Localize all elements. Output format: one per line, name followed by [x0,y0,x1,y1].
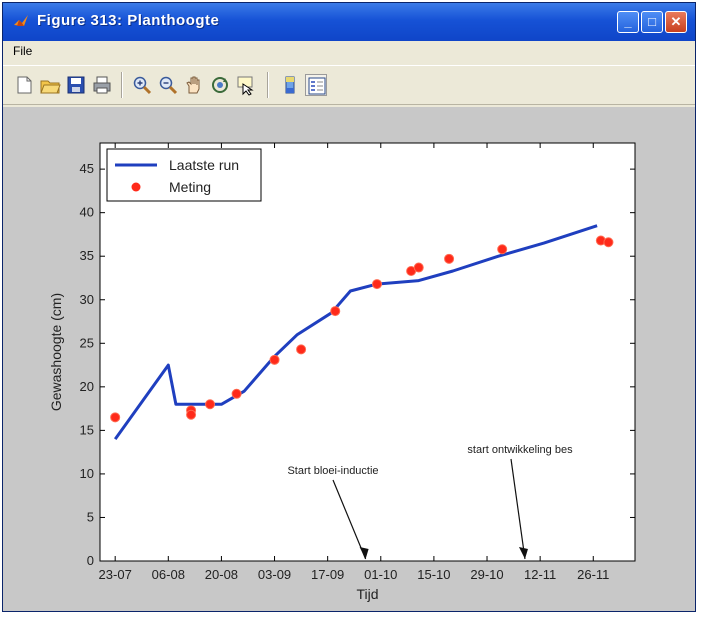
figure-window: Figure 313: Planthoogte _ □ ✕ File [2,2,696,612]
data-point-meting [371,279,382,290]
y-tick-label: 40 [80,205,94,220]
save-icon[interactable] [65,74,87,96]
series-line-laatste-run [113,224,598,440]
window-title: Figure 313: Planthoogte [37,12,220,29]
x-tick-label: 23-07 [99,567,132,582]
annotation-arrow-line [332,479,367,560]
legend-label-meting: Meting [169,179,211,195]
plot-area [99,142,636,562]
close-button[interactable]: ✕ [665,11,687,33]
annotation-text: start ontwikkeling bes [467,444,573,456]
data-point-meting [110,412,121,423]
x-tick-label: 17-09 [311,567,344,582]
x-tick-label: 15-10 [417,567,450,582]
y-tick-label: 5 [87,509,94,524]
annotation-arrowhead [518,547,528,559]
x-tick-label: 12-11 [524,567,556,582]
data-point-meting [497,244,508,255]
y-tick-label: 45 [80,161,94,176]
x-tick-label: 20-08 [205,567,238,582]
data-point-meting [205,399,216,410]
open-folder-icon[interactable] [39,74,61,96]
matlab-logo-icon [14,15,28,26]
y-tick-label: 15 [80,422,94,437]
annotation-arrowhead [359,547,369,559]
chart[interactable]: 0 5 10 15 20 25 30 35 40 45 23-07 06-08 20-08 03-09 17… [3,107,695,612]
data-point-meting [269,354,280,365]
data-point-meting [296,344,307,355]
print-icon[interactable] [91,74,113,96]
data-point-meting [330,306,341,317]
y-tick-label: 20 [80,379,94,394]
data-cursor-icon[interactable] [235,74,257,96]
toolbar [3,65,695,105]
y-tick-label: 25 [80,335,94,350]
data-point-meting [186,409,197,420]
annotation-text: Start bloei-inductie [287,465,378,477]
pan-hand-icon[interactable] [183,74,205,96]
data-point-meting [231,388,242,399]
toolbar-separator [267,72,269,98]
y-axis-label: Gewashoogte (cm) [48,293,64,411]
toolbar-separator [121,72,123,98]
rotate-3d-icon[interactable] [209,74,231,96]
colorbar-icon[interactable] [279,74,301,96]
x-tick-label: 26-11 [577,567,609,582]
legend-icon[interactable] [305,74,327,96]
data-point-meting [603,237,614,248]
zoom-in-icon[interactable] [131,74,153,96]
menu-bar: File [3,41,695,63]
x-axis-label: Tijd [356,586,378,602]
y-tick-label: 10 [80,466,94,481]
legend-marker-sample [131,182,141,192]
x-tick-label: 03-09 [258,567,291,582]
x-tick-label: 06-08 [152,567,185,582]
y-tick-label: 0 [87,553,94,568]
zoom-out-icon[interactable] [157,74,179,96]
legend-label-laatste-run: Laatste run [169,157,239,173]
annotation-arrow-line [510,458,526,560]
data-point-meting [444,253,455,264]
data-point-meting [413,262,424,273]
menu-file[interactable]: File [13,44,33,58]
y-tick-label: 35 [80,248,94,263]
x-tick-label: 01-10 [364,567,397,582]
figure-canvas: 0 5 10 15 20 25 30 35 40 45 23-07 06-08 20-08 03-09 17… [3,107,695,612]
maximize-button[interactable]: □ [641,11,663,33]
y-tick-label: 30 [80,292,94,307]
new-file-icon[interactable] [13,74,35,96]
x-tick-label: 29-10 [470,567,503,582]
minimize-button[interactable]: _ [617,11,639,33]
legend-box[interactable] [106,148,262,202]
title-bar[interactable]: Figure 313: Planthoogte _ □ ✕ [3,3,695,41]
